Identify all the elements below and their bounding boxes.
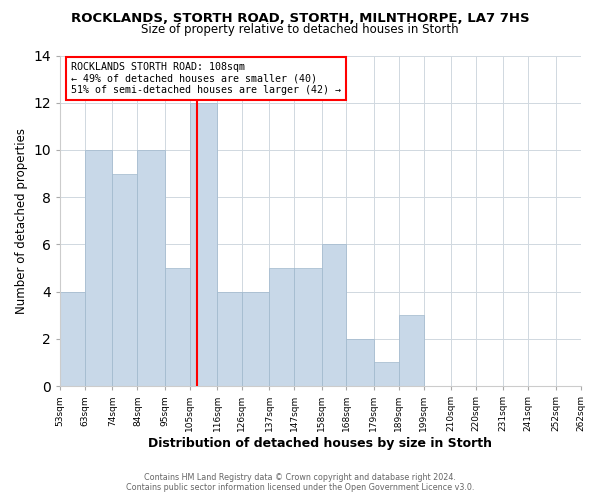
Bar xyxy=(374,362,399,386)
Bar xyxy=(322,244,346,386)
Text: ROCKLANDS, STORTH ROAD, STORTH, MILNTHORPE, LA7 7HS: ROCKLANDS, STORTH ROAD, STORTH, MILNTHOR… xyxy=(71,12,529,26)
Text: Size of property relative to detached houses in Storth: Size of property relative to detached ho… xyxy=(141,22,459,36)
Text: Contains HM Land Registry data © Crown copyright and database right 2024.
Contai: Contains HM Land Registry data © Crown c… xyxy=(126,473,474,492)
Bar xyxy=(60,292,85,386)
Bar xyxy=(399,315,424,386)
Bar xyxy=(217,292,242,386)
Bar xyxy=(137,150,165,386)
Bar xyxy=(269,268,294,386)
Bar xyxy=(112,174,137,386)
Bar xyxy=(294,268,322,386)
Bar xyxy=(165,268,190,386)
Y-axis label: Number of detached properties: Number of detached properties xyxy=(15,128,28,314)
Text: ROCKLANDS STORTH ROAD: 108sqm
← 49% of detached houses are smaller (40)
51% of s: ROCKLANDS STORTH ROAD: 108sqm ← 49% of d… xyxy=(71,62,341,96)
Bar xyxy=(242,292,269,386)
X-axis label: Distribution of detached houses by size in Storth: Distribution of detached houses by size … xyxy=(148,437,493,450)
Bar xyxy=(85,150,112,386)
Bar xyxy=(190,102,217,386)
Bar xyxy=(346,339,374,386)
